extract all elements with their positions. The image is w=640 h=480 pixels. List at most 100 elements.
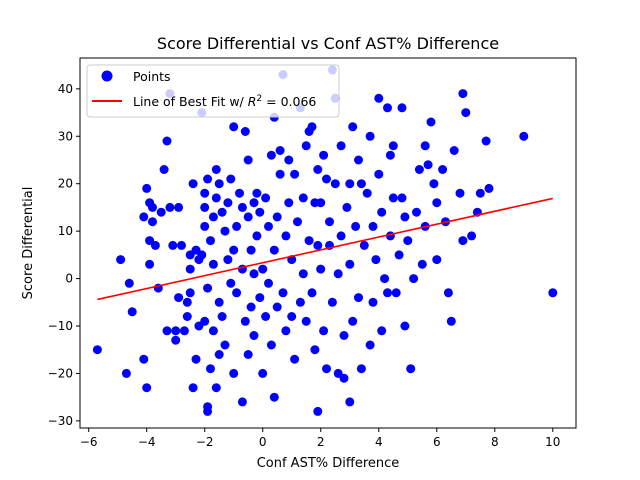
data-point (342, 202, 352, 212)
data-point (177, 240, 186, 250)
data-point (269, 245, 279, 255)
data-point (261, 312, 271, 321)
data-point (116, 255, 126, 265)
data-point (266, 340, 276, 350)
x-tick-label: −2 (196, 435, 214, 449)
data-point (150, 240, 160, 250)
data-point (359, 240, 369, 250)
data-point (188, 179, 198, 189)
data-point (159, 165, 169, 174)
data-point (226, 174, 236, 184)
data-point (449, 146, 459, 155)
x-tick-label: −4 (138, 435, 156, 449)
data-point (214, 350, 224, 359)
data-point (339, 373, 349, 383)
data-point (145, 259, 155, 269)
data-point (438, 165, 448, 174)
y-axis-ticks: −30 −20 −10 0 10 20 30 40 (48, 82, 80, 428)
data-point (336, 141, 346, 151)
data-point (272, 302, 282, 312)
data-point (246, 245, 256, 255)
legend-fit-line-label: Line of Best Fit w/ R2 = 0.066 (133, 94, 316, 109)
data-point (307, 288, 317, 298)
data-point (319, 150, 329, 160)
data-point (374, 169, 384, 179)
data-point (258, 368, 268, 378)
data-point (261, 193, 271, 203)
data-point (278, 288, 288, 298)
y-tick-label: −20 (48, 366, 73, 380)
data-point (235, 188, 244, 198)
data-point (229, 245, 239, 255)
data-point (475, 188, 485, 198)
data-point (197, 250, 207, 260)
points-layer (92, 65, 558, 416)
legend-box (86, 64, 340, 118)
y-tick-label: 30 (58, 129, 73, 143)
data-point (423, 160, 433, 170)
data-point (200, 202, 210, 212)
data-point (301, 141, 311, 151)
y-tick-label: 0 (65, 272, 73, 286)
data-point (322, 174, 331, 184)
data-point (211, 383, 221, 393)
data-point (148, 217, 157, 227)
data-point (226, 278, 236, 288)
chart-title: Score Differential vs Conf AST% Differen… (157, 34, 499, 53)
data-point (217, 312, 227, 321)
data-point (307, 122, 317, 132)
data-point (240, 316, 250, 326)
data-point (412, 207, 421, 217)
data-point (92, 345, 102, 355)
data-point (385, 150, 395, 160)
data-point (388, 193, 398, 203)
data-point (443, 288, 453, 298)
fit-line-layer (97, 197, 553, 301)
data-point (200, 188, 210, 198)
data-point (258, 264, 268, 274)
data-point (365, 340, 375, 350)
data-point (240, 127, 250, 136)
data-point (400, 212, 410, 222)
data-point (406, 364, 416, 374)
data-point (121, 368, 131, 378)
x-tick-label: 10 (545, 435, 560, 449)
data-point (348, 316, 358, 326)
data-point (255, 293, 265, 303)
data-point (420, 141, 430, 151)
data-point (287, 312, 297, 321)
legend-points-label: Points (133, 69, 171, 84)
data-point (409, 274, 419, 284)
data-point (139, 354, 149, 364)
data-point (142, 183, 152, 193)
data-point (295, 297, 305, 307)
data-point (275, 169, 285, 179)
legend-fit-r: R (248, 94, 257, 109)
data-point (429, 179, 439, 189)
y-tick-label: −30 (48, 414, 73, 428)
data-point (368, 221, 378, 231)
data-point (345, 179, 355, 189)
data-point (339, 331, 349, 340)
data-point (371, 255, 381, 265)
data-point (266, 150, 276, 160)
data-point (182, 312, 192, 321)
data-point (281, 326, 291, 336)
data-point (414, 165, 424, 174)
data-point (203, 174, 213, 184)
data-point (284, 198, 294, 208)
y-tick-label: 10 (58, 224, 73, 238)
data-point (243, 155, 253, 165)
data-point (191, 354, 201, 364)
data-point (348, 122, 358, 132)
data-point (214, 179, 224, 189)
data-point (455, 188, 465, 198)
data-point (232, 288, 242, 298)
data-point (345, 259, 355, 269)
data-point (290, 354, 300, 364)
data-point (391, 288, 401, 298)
data-point (293, 217, 302, 227)
data-point (484, 183, 494, 193)
data-point (304, 236, 314, 246)
data-point (467, 231, 477, 241)
